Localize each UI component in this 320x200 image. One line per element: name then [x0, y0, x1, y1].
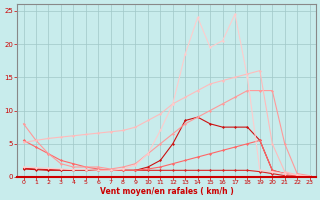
X-axis label: Vent moyen/en rafales ( km/h ): Vent moyen/en rafales ( km/h ) — [100, 187, 234, 196]
